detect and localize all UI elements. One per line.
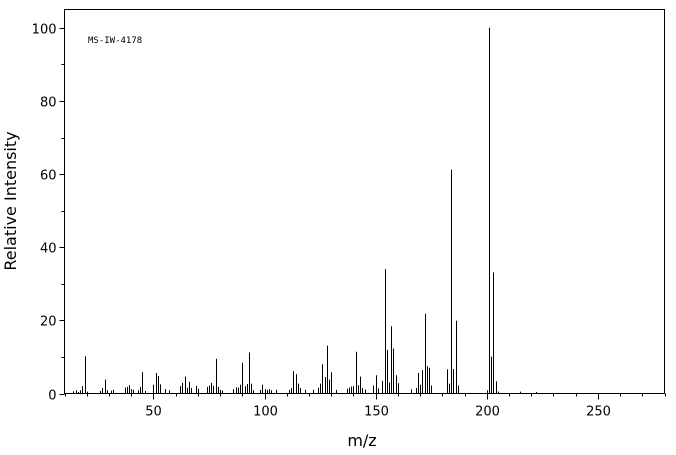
x-tick-label: 100 [253, 405, 278, 420]
x-axis-ticks: 50 100 150 200 250 [65, 393, 666, 420]
y-tick-label: 60 [40, 169, 57, 184]
y-tick-label: 100 [32, 23, 57, 38]
plot-frame [64, 9, 665, 394]
y-tick-label: 80 [40, 96, 57, 111]
y-tick-label: 20 [40, 315, 57, 330]
x-axis-title: m/z [347, 431, 376, 450]
y-axis-ticks: 0 20 40 60 80 100 [32, 23, 65, 404]
y-tick-label: 40 [40, 242, 57, 257]
x-tick-label: 50 [145, 405, 162, 420]
x-tick-label: 150 [364, 405, 389, 420]
x-tick-label: 200 [475, 405, 500, 420]
x-tick-label: 250 [586, 405, 611, 420]
spectrum-peaks [73, 27, 537, 394]
y-axis-title: Relative Intensity [1, 131, 20, 270]
spectrum-annotation: MS-IW-4178 [88, 36, 142, 46]
y-tick-label: 0 [48, 389, 56, 404]
